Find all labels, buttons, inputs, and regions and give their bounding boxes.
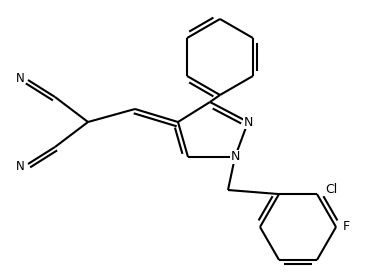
Text: N: N bbox=[243, 116, 253, 128]
Text: N: N bbox=[230, 150, 240, 163]
Text: F: F bbox=[343, 221, 350, 233]
Text: Cl: Cl bbox=[325, 183, 337, 196]
Text: N: N bbox=[16, 72, 25, 85]
Text: N: N bbox=[16, 159, 25, 172]
